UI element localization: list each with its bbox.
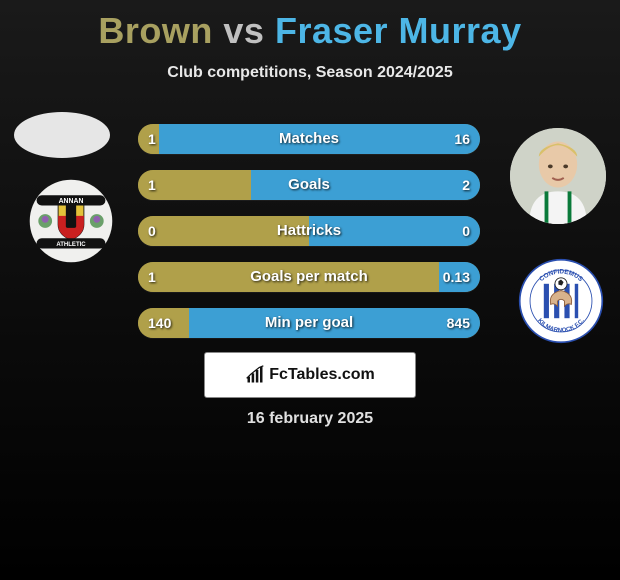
stat-row-matches: 1 16 Matches: [138, 124, 480, 154]
player2-name: Fraser Murray: [275, 10, 522, 51]
stat-row-min-per-goal: 140 845 Min per goal: [138, 308, 480, 338]
player1-avatar: [14, 112, 110, 158]
vs-text: vs: [223, 10, 264, 51]
stat-row-hattricks: 0 0 Hattricks: [138, 216, 480, 246]
stat-row-goals-per-match: 1 0.13 Goals per match: [138, 262, 480, 292]
player1-club-badge: ANNAN ATHLETIC: [28, 178, 114, 264]
stat-label: Min per goal: [138, 308, 480, 338]
subtitle: Club competitions, Season 2024/2025: [0, 64, 620, 82]
svg-text:ANNAN: ANNAN: [59, 198, 84, 205]
fctables-logo[interactable]: FcTables.com: [204, 352, 416, 398]
fctables-logo-text: FcTables.com: [269, 366, 375, 384]
stat-row-goals: 1 2 Goals: [138, 170, 480, 200]
player2-avatar: [510, 128, 606, 224]
page-title: Brown vs Fraser Murray: [0, 0, 620, 52]
date-text: 16 february 2025: [0, 410, 620, 428]
player2-club-badge: CONFIDEMUS KILMARNOCK F.C.: [518, 258, 604, 344]
player1-name: Brown: [98, 10, 213, 51]
stat-label: Goals per match: [138, 262, 480, 292]
stat-label: Matches: [138, 124, 480, 154]
chart-icon: [245, 365, 265, 385]
stat-label: Goals: [138, 170, 480, 200]
stat-label: Hattricks: [138, 216, 480, 246]
svg-text:ATHLETIC: ATHLETIC: [56, 242, 86, 248]
stats-bars: 1 16 Matches 1 2 Goals 0 0 Hattricks 1 0…: [138, 124, 480, 354]
